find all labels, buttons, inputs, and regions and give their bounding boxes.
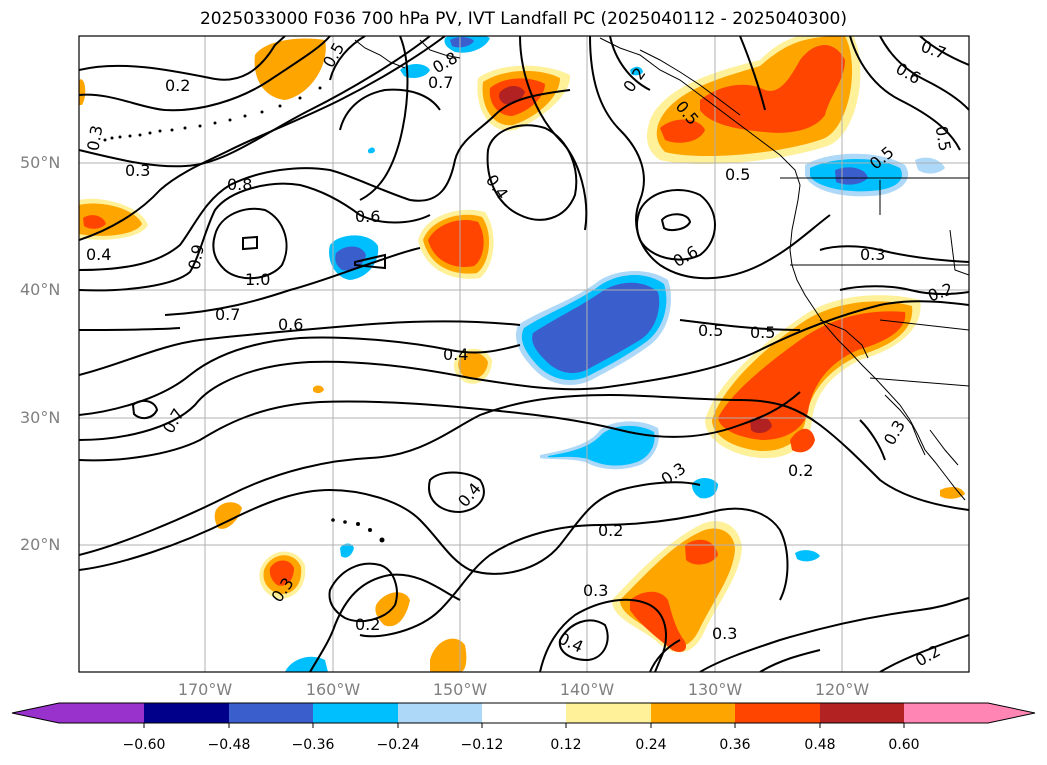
lon-label: 140°W bbox=[559, 680, 615, 699]
colorbar-segment bbox=[59, 703, 144, 723]
colorbar bbox=[11, 702, 1036, 728]
warm-region bbox=[214, 502, 242, 529]
lon-label: 150°W bbox=[432, 680, 488, 699]
lon-label: 170°W bbox=[177, 680, 233, 699]
colorbar-segment bbox=[820, 703, 904, 723]
warm-region bbox=[269, 560, 294, 586]
warm-region bbox=[700, 45, 845, 133]
lat-label: 20°N bbox=[20, 535, 61, 554]
colorbar-extend-min bbox=[12, 703, 59, 723]
graticule bbox=[79, 36, 969, 672]
contour-label: 0.3 bbox=[712, 624, 737, 643]
warm-region bbox=[430, 638, 467, 672]
warm-region bbox=[458, 352, 488, 380]
warm-region bbox=[313, 385, 324, 394]
cool-region bbox=[915, 157, 945, 174]
colorbar-segment bbox=[651, 703, 735, 723]
plot-title: 2025033000 F036 700 hPa PV, IVT Landfall… bbox=[199, 9, 847, 29]
cool-region bbox=[630, 66, 643, 76]
colorbar-segment bbox=[398, 703, 482, 723]
contour-label: 0.6 bbox=[278, 315, 303, 334]
warm-region bbox=[750, 416, 772, 434]
contour-label: 0.3 bbox=[860, 245, 885, 264]
contour-label: 0.3 bbox=[583, 581, 608, 600]
contour-label: 0.5 bbox=[698, 321, 723, 340]
contour-label: 0.5 bbox=[750, 323, 775, 342]
colorbar-segment bbox=[566, 703, 651, 723]
colorbar-tick-label: −0.60 bbox=[122, 737, 166, 753]
contour-label: 0.3 bbox=[125, 161, 150, 180]
colorbar-segment bbox=[482, 703, 566, 723]
map-frame bbox=[78, 35, 970, 673]
cool-region bbox=[532, 282, 660, 374]
contour-label: 0.6 bbox=[355, 207, 380, 226]
contour-label: 0.8 bbox=[227, 175, 252, 194]
cool-region bbox=[795, 550, 820, 562]
contour-label: 0.2 bbox=[788, 461, 813, 480]
warm-region bbox=[660, 119, 705, 143]
colorbar-tick-label: −0.48 bbox=[207, 737, 251, 753]
colorbar-outline bbox=[11, 702, 1036, 724]
lat-label: 30°N bbox=[20, 408, 61, 427]
colorbar-tick-label: 0.48 bbox=[804, 737, 836, 753]
lon-label: 160°W bbox=[305, 680, 361, 699]
colorbar-segment bbox=[313, 703, 398, 723]
lon-label: 130°W bbox=[687, 680, 743, 699]
colorbar-tick-label: 0.12 bbox=[550, 737, 582, 753]
contour-label: 0.2 bbox=[355, 615, 380, 634]
contour-label: 0.4 bbox=[443, 345, 468, 364]
contour-label: 0.9 bbox=[185, 243, 208, 271]
colorbar-tick-label: −0.24 bbox=[376, 737, 420, 753]
warm-region bbox=[718, 311, 906, 440]
warm-region bbox=[83, 215, 106, 229]
contour-label: 0.7 bbox=[215, 305, 240, 324]
cool-region bbox=[368, 147, 375, 154]
contour-label: 0.7 bbox=[428, 73, 453, 92]
contour-label: 0.5 bbox=[725, 165, 750, 184]
warm-region bbox=[685, 539, 718, 565]
coastlines bbox=[354, 37, 969, 501]
contour-label: 0.4 bbox=[86, 245, 111, 264]
contour-label: 0.2 bbox=[165, 76, 190, 95]
cool-region bbox=[692, 478, 718, 499]
cool-region bbox=[340, 543, 354, 558]
warm-region bbox=[79, 79, 86, 105]
lat-label: 40°N bbox=[20, 280, 61, 299]
colorbar-tick-label: 0.36 bbox=[719, 737, 751, 753]
colorbar-extend-max bbox=[988, 703, 1035, 723]
colorbar-segment bbox=[229, 703, 313, 723]
positive-anomaly-shading bbox=[79, 36, 965, 672]
warm-region bbox=[428, 220, 484, 267]
lat-label: 50°N bbox=[20, 153, 61, 172]
warm-region bbox=[630, 591, 687, 652]
colorbar-tick-label: 0.60 bbox=[888, 737, 920, 753]
colorbar-tick-label: 0.24 bbox=[635, 737, 667, 753]
contour-label: 0.3 bbox=[83, 124, 106, 152]
colorbar-segment bbox=[904, 703, 988, 723]
colorbar-tick-label: −0.12 bbox=[460, 737, 504, 753]
colorbar-segment bbox=[144, 703, 229, 723]
contour-label: 0.5 bbox=[932, 124, 955, 152]
lon-label: 120°W bbox=[814, 680, 870, 699]
warm-region bbox=[790, 428, 815, 453]
contour-label: 0.2 bbox=[598, 521, 623, 540]
warm-region bbox=[940, 486, 965, 499]
contour-label: 1.0 bbox=[245, 270, 270, 289]
cool-region bbox=[450, 37, 474, 48]
colorbar-tick-label: −0.36 bbox=[291, 737, 335, 753]
cool-region bbox=[548, 425, 655, 466]
cool-region bbox=[835, 167, 868, 185]
colorbar-segment bbox=[735, 703, 820, 723]
island-chains bbox=[103, 86, 385, 543]
negative-anomaly-shading bbox=[285, 36, 945, 672]
pv-contours bbox=[79, 36, 969, 672]
